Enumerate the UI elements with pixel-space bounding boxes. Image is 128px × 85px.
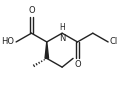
Text: HO: HO <box>1 37 14 46</box>
Text: Cl: Cl <box>109 37 118 46</box>
Text: O: O <box>28 6 35 15</box>
Text: H: H <box>59 23 65 32</box>
Text: O: O <box>74 60 81 69</box>
Text: N: N <box>59 34 65 43</box>
Polygon shape <box>45 42 49 58</box>
